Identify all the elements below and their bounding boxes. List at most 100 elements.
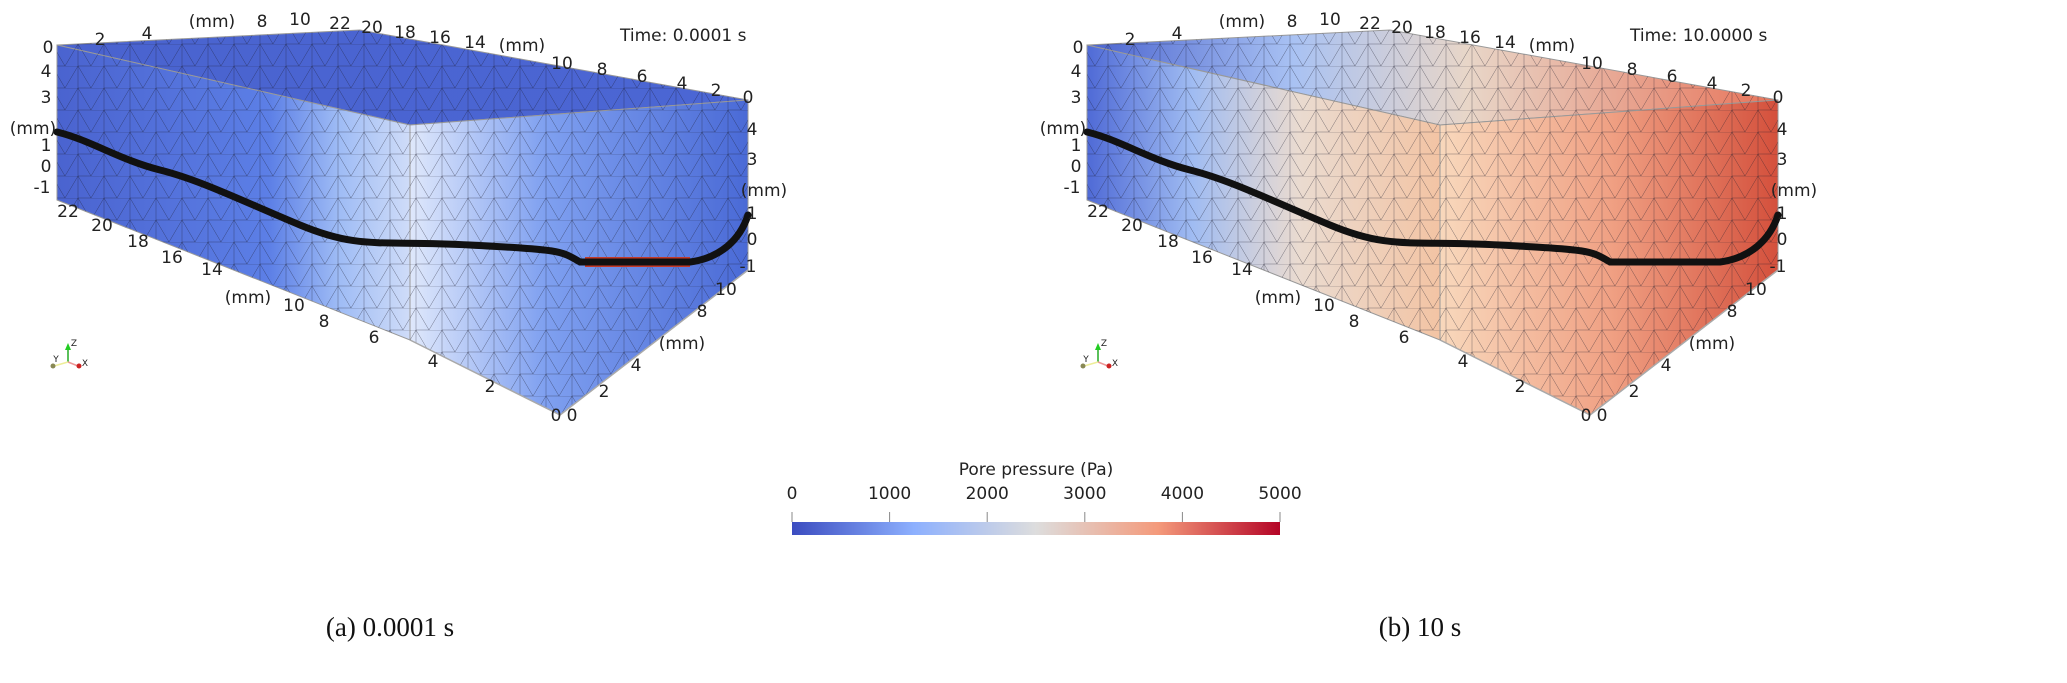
axis-tick-label: (mm) [1528, 36, 1576, 56]
axis-tick-label: 8 [1626, 60, 1638, 80]
colorbar-tick-label: 1000 [867, 484, 912, 504]
axis-tick-label: 4 [1706, 74, 1718, 94]
fracture-crack [1083, 128, 1782, 266]
axis-tick-label: 18 [1157, 232, 1179, 252]
axis-tick-label: 14 [201, 260, 223, 280]
axis-tick-label: 2 [1124, 30, 1136, 50]
axis-tick-label: 0 [746, 230, 758, 250]
axis-tick-label: 4 [630, 356, 642, 376]
axis-tick-label: 22 [1087, 202, 1109, 222]
panel-b-10s: X Y Z 0 2 4 (mm) 8 10 22 20 18 16 14 (mm) 10 8 6 4 2 0 4 3 (mm)… [787, 0, 2030, 642]
colorbar-tick-label: 4000 [1160, 484, 1205, 504]
axis-tick-label: 10 [715, 280, 737, 300]
axis-tick-label: 8 [256, 12, 268, 32]
time-label: Time: 10.0000 s [1630, 26, 1768, 46]
axis-tick-label: 1 [1070, 136, 1082, 156]
subfigure-caption: (a) 0.0001 s [325, 612, 455, 642]
axis-tick-label: 0 [742, 88, 754, 108]
axis-tick-label: 6 [1398, 328, 1410, 348]
axis-tick-label: 10 [1745, 280, 1767, 300]
axis-tick-label: (mm) [224, 288, 272, 308]
axis-tick-label: 2 [1740, 81, 1752, 101]
axis-tick-label: 16 [429, 28, 451, 48]
front-face-mesh [1087, 45, 1440, 340]
axis-tick-label: (mm) [740, 181, 788, 201]
axis-tick-label: -1 [33, 178, 51, 198]
axis-tick-label: 18 [1424, 23, 1446, 43]
axis-tick-label: (mm) [1039, 119, 1087, 139]
axis-tick-label: 6 [1666, 67, 1678, 87]
axis-tick-label: (mm) [658, 334, 706, 354]
axis-tick-label: 3 [1776, 150, 1788, 170]
axis-tick-label: 10 [283, 296, 305, 316]
axis-tick-label: 10 [1319, 10, 1341, 30]
colorbar-tick-label: 5000 [1258, 484, 1302, 504]
axis-tick-label: 4 [40, 62, 52, 82]
front-face-mesh [57, 45, 410, 340]
axis-tick-label: 4 [1070, 62, 1082, 82]
colorbar-gradient [792, 522, 1280, 535]
axis-tick-label: 6 [636, 67, 648, 87]
axis-tick-label: 20 [91, 216, 113, 236]
orientation-axes-icon [50, 343, 82, 369]
axis-tick-label: 1 [40, 136, 52, 156]
axis-tick-label: 0 [1596, 406, 1608, 426]
axis-tick-label: 22 [1359, 14, 1381, 34]
axis-tick-label: 0 [1070, 157, 1082, 177]
axis-tick-label: (mm) [498, 36, 546, 56]
axis-tick-label: 4 [141, 24, 153, 44]
axis-tick-label: (mm) [1688, 334, 1736, 354]
orientation-axes-icon [1080, 343, 1112, 369]
panel-a-0.0001s: X Y Z 0 2 4 (mm) 8 10 22 20 18 16 14 (mm) 10 8 6 4 2 0 4 3 (mm)… [0, 0, 1000, 642]
axis-tick-label: 4 [1457, 352, 1469, 372]
axis-tick-label: 2 [598, 382, 610, 402]
axis-tick-label: 4 [427, 352, 439, 372]
top-face-mesh [57, 30, 748, 125]
axis-tick-label: 0 [1772, 88, 1784, 108]
axis-tick-label: 20 [1121, 216, 1143, 236]
triad-label-z: Z [1100, 339, 1108, 349]
axis-tick-label: 0 [1072, 38, 1084, 58]
axis-tick-label: 6 [368, 328, 380, 348]
axis-tick-label: 2 [94, 30, 106, 50]
axis-tick-label: 22 [329, 14, 351, 34]
mesh-box-render [1080, 29, 1782, 416]
axis-tick-label: 10 [551, 54, 573, 74]
axis-tick-label: 0 [42, 38, 54, 58]
axis-tick-label: 1 [746, 204, 758, 224]
colorbar-tick-label: 2000 [965, 484, 1009, 504]
axis-tick-label: 3 [1070, 88, 1082, 108]
triad-label-x: X [1111, 359, 1119, 369]
colorbar-title: Pore pressure (Pa) [958, 460, 1114, 480]
axis-tick-label: 20 [361, 18, 383, 38]
axis-tick-label: 18 [394, 23, 416, 43]
axis-tick-label: (mm) [188, 12, 236, 32]
axis-tick-label: 8 [596, 60, 608, 80]
axis-tick-label: (mm) [9, 119, 57, 139]
axis-tick-label: 2 [484, 377, 496, 397]
axis-tick-label: (mm) [1770, 181, 1818, 201]
axis-tick-label: 8 [1348, 312, 1360, 332]
axis-tick-label: (mm) [1218, 12, 1266, 32]
axis-tick-label: 4 [676, 74, 688, 94]
axis-tick-label: 8 [1726, 302, 1738, 322]
axis-line [559, 269, 749, 416]
axis-tick-label: 8 [696, 302, 708, 322]
axis-tick-label: 10 [1313, 296, 1335, 316]
axis-line [1589, 269, 1779, 416]
axis-tick-label: 4 [1660, 356, 1672, 376]
axis-tick-label: 16 [1191, 248, 1213, 268]
time-label: Time: 0.0001 s [620, 26, 747, 46]
colorbar-tick-label: 0 [786, 484, 798, 504]
colorbar-tick-label: 3000 [1063, 484, 1107, 504]
axis-tick-label: (mm) [1254, 288, 1302, 308]
axis-tick-label: 8 [318, 312, 330, 332]
axis-tick-label: 16 [161, 248, 183, 268]
axis-tick-label: 14 [1231, 260, 1253, 280]
axis-tick-label: -1 [1769, 257, 1787, 277]
fracture-crack [53, 128, 752, 266]
axis-tick-label: 22 [57, 202, 79, 222]
triad-label-y: Y [53, 355, 59, 365]
axis-line [1439, 339, 1591, 416]
triad-label-z: Z [70, 339, 78, 349]
